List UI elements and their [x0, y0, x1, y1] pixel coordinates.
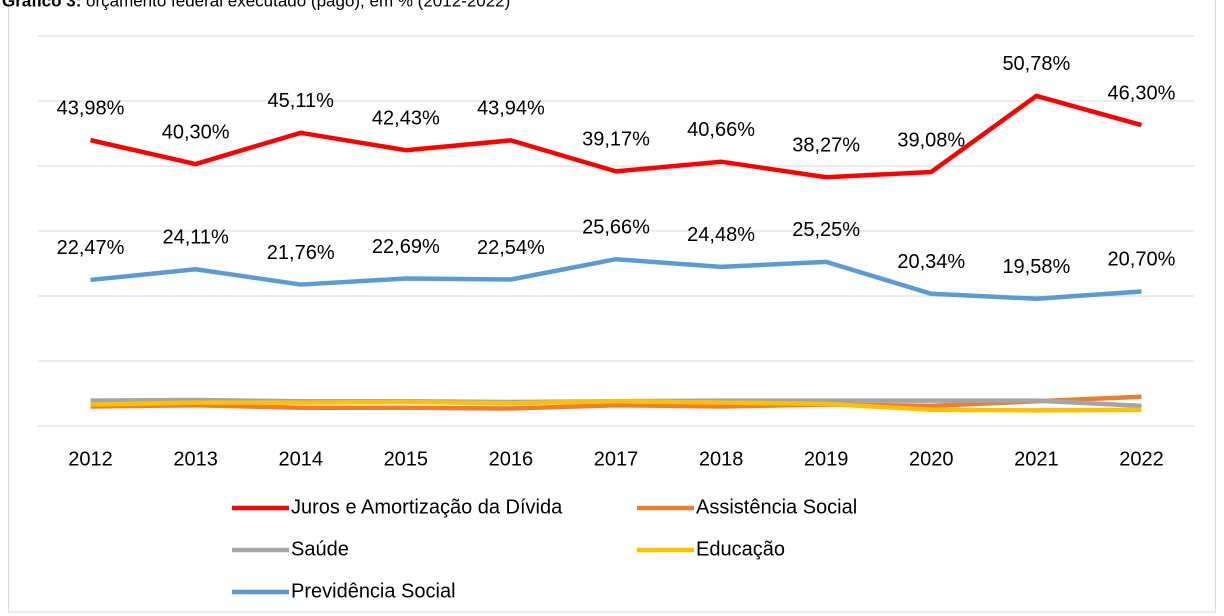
x-tick-label: 2014 [278, 448, 323, 470]
data-label: 46,30% [1108, 82, 1176, 104]
data-label: 20,34% [897, 251, 965, 273]
x-tick-label: 2019 [804, 448, 849, 470]
x-tick-label: 2017 [594, 448, 639, 470]
data-label: 39,08% [897, 129, 965, 151]
legend-label: Assistência Social [696, 496, 857, 518]
data-label: 25,25% [792, 219, 860, 241]
legend-label: Previdência Social [291, 580, 456, 602]
data-label: 21,76% [267, 242, 335, 264]
data-label: 50,78% [1002, 53, 1070, 75]
data-label: 22,69% [372, 236, 440, 258]
data-label: 40,66% [687, 119, 755, 141]
chart-title-label: Gráfico 3: [2, 0, 81, 10]
series-line [90, 399, 1142, 413]
chart-frame [8, 0, 1216, 613]
data-label: 43,98% [57, 97, 125, 119]
chart-title: orçamento federal executado (pago), em %… [86, 0, 510, 10]
x-tick-label: 2013 [173, 448, 218, 470]
data-label: 25,66% [582, 216, 650, 238]
series-line [90, 256, 1142, 301]
series-line [90, 93, 1143, 180]
x-tick-label: 2021 [1014, 448, 1059, 470]
legend-label: Juros e Amortização da Dívida [291, 496, 563, 518]
legend-label: Educação [696, 538, 785, 560]
x-tick-label: 2015 [384, 448, 429, 470]
x-tick-label: 2020 [909, 448, 954, 470]
data-label: 45,11% [268, 90, 335, 112]
x-tick-label: 2018 [699, 448, 744, 470]
x-tick-label: 2012 [68, 448, 113, 470]
x-tick-label: 2016 [489, 448, 534, 470]
data-label: 38,27% [792, 135, 860, 157]
data-label: 22,54% [477, 237, 545, 259]
legend-label: Saúde [291, 538, 349, 560]
data-label: 43,94% [477, 98, 545, 120]
data-label: 19,58% [1002, 256, 1070, 278]
data-label: 24,48% [687, 224, 755, 246]
data-label: 42,43% [372, 107, 440, 129]
data-label: 20,70% [1108, 249, 1176, 271]
data-label: 39,17% [582, 129, 650, 151]
x-tick-label: 2022 [1119, 448, 1164, 470]
series-line [90, 394, 1142, 411]
data-label: 24,11% [162, 227, 229, 249]
data-label: 22,47% [57, 237, 125, 259]
data-label: 40,30% [162, 121, 230, 143]
